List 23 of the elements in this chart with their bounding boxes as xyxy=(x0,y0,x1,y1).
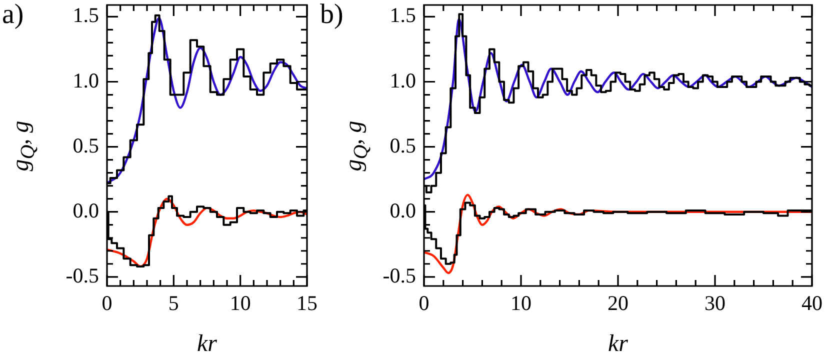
y-tick-label: 1.0 xyxy=(72,68,99,92)
chart-title: b) xyxy=(320,0,344,30)
x-tick-label: 10 xyxy=(510,291,532,316)
x-tick-label: 0 xyxy=(418,291,430,316)
x-axis-title: kr xyxy=(197,330,218,357)
x-axis-title: kr xyxy=(608,330,629,357)
y-tick-label: 0.0 xyxy=(390,198,416,222)
y-tick-label: 1.0 xyxy=(390,68,416,92)
x-tick-label: 10 xyxy=(230,291,251,316)
y-tick-label: 0.5 xyxy=(390,133,416,158)
y-tick-label: 0.0 xyxy=(72,198,99,222)
y-tick-label: 1.5 xyxy=(390,3,416,28)
x-tick-label: 40 xyxy=(802,291,822,316)
y-tick-label: 1.5 xyxy=(72,3,99,28)
x-tick-label: 30 xyxy=(704,291,726,316)
x-tick-label: 20 xyxy=(608,291,628,316)
y-tick-label: 0.5 xyxy=(72,133,99,158)
y-tick-label: -0.5 xyxy=(382,263,416,288)
x-tick-label: 5 xyxy=(168,291,179,316)
x-tick-label: 0 xyxy=(102,291,112,316)
chart-title: a) xyxy=(2,0,24,30)
x-tick-label: 15 xyxy=(296,291,318,316)
y-tick-label: -0.5 xyxy=(66,263,99,288)
